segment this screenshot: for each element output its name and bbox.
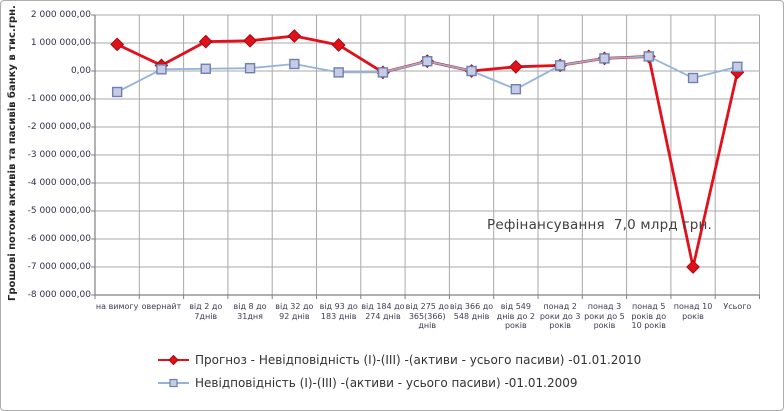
data-point-diamond — [287, 29, 302, 43]
data-point-diamond — [508, 59, 523, 74]
legend-item-actual-2009: Невідповідність (I)-(III) -(активи - усь… — [157, 376, 641, 390]
data-point-square — [732, 61, 743, 72]
x-category-label: від 549 днів до 2 років — [496, 302, 535, 330]
y-tick-label: -4 000 000,00 — [27, 178, 91, 188]
x-category-label: від 93 до 183 днів — [319, 302, 358, 321]
legend: Прогноз - Невідповідність (I)-(III) -(ак… — [157, 353, 641, 390]
blue-square-series-icon — [158, 378, 189, 388]
x-category-label: понад 3 роки до 5 років — [584, 302, 625, 330]
data-point-diamond — [243, 33, 257, 48]
data-point-square — [599, 53, 610, 64]
y-tick-label: -7 000 000,00 — [27, 262, 91, 272]
y-tick-label: -5 000 000,00 — [27, 206, 91, 216]
data-point-square — [422, 56, 433, 67]
y-tick-label: 2 000 000,00 — [30, 10, 91, 20]
data-point-square — [643, 51, 654, 62]
x-category-label: Усього — [723, 302, 752, 311]
data-point-diamond — [686, 260, 700, 274]
y-tick-label: -6 000 000,00 — [27, 234, 91, 244]
data-point-square — [111, 86, 123, 98]
data-point-diamond — [198, 34, 213, 49]
data-point-square — [289, 58, 300, 70]
data-point-square — [466, 65, 477, 77]
legend-item-forecast-2010: Прогноз - Невідповідність (I)-(III) -(ак… — [157, 353, 641, 367]
x-category-label: від 2 до 7днів — [189, 302, 223, 321]
y-tick-label: -1 000 000,00 — [27, 94, 91, 104]
data-point-square — [156, 64, 167, 75]
x-category-label: понад 2 роки до 3 років — [539, 302, 581, 330]
x-category-label: овернайт — [141, 302, 182, 311]
x-category-label: від 8 до 31дня — [233, 302, 267, 321]
y-tick-label: -2 000 000,00 — [27, 122, 91, 132]
y-tick-label: 1 000 000,00 — [30, 38, 91, 48]
data-point-square — [554, 60, 566, 71]
data-point-square — [687, 72, 699, 84]
x-category-label: на вимогу — [95, 302, 139, 311]
legend-label-forecast-2010: Прогноз - Невідповідність (I)-(III) -(ак… — [195, 353, 642, 367]
data-point-square — [244, 63, 256, 74]
x-category-label: від 275 до 365(366) днів — [405, 302, 449, 330]
data-point-diamond — [110, 37, 125, 52]
x-category-label: від 184 до 274 днів — [361, 302, 405, 321]
data-point-square — [377, 67, 389, 78]
data-point-diamond — [331, 38, 346, 52]
data-point-square — [510, 83, 522, 95]
x-category-label: від 32 до 92 днів — [275, 302, 314, 321]
chart-annotation: Рефінансування 7,0 млрд грн. — [487, 217, 713, 233]
y-tick-label: 0,00 — [70, 66, 91, 76]
x-category-label: понад 5 років до 10 років — [631, 302, 667, 330]
data-point-square — [333, 67, 344, 78]
x-category-label: від 366 до 548 днів — [449, 302, 494, 321]
legend-label-actual-2009: Невідповідність (I)-(III) -(активи - усь… — [195, 376, 578, 390]
y-tick-label: -3 000 000,00 — [27, 150, 91, 160]
red-diamond-series-icon — [158, 354, 189, 366]
y-tick-label: -8 000 000,00 — [27, 290, 91, 300]
data-point-square — [200, 63, 211, 74]
x-category-label: понад 10 років — [673, 302, 713, 321]
